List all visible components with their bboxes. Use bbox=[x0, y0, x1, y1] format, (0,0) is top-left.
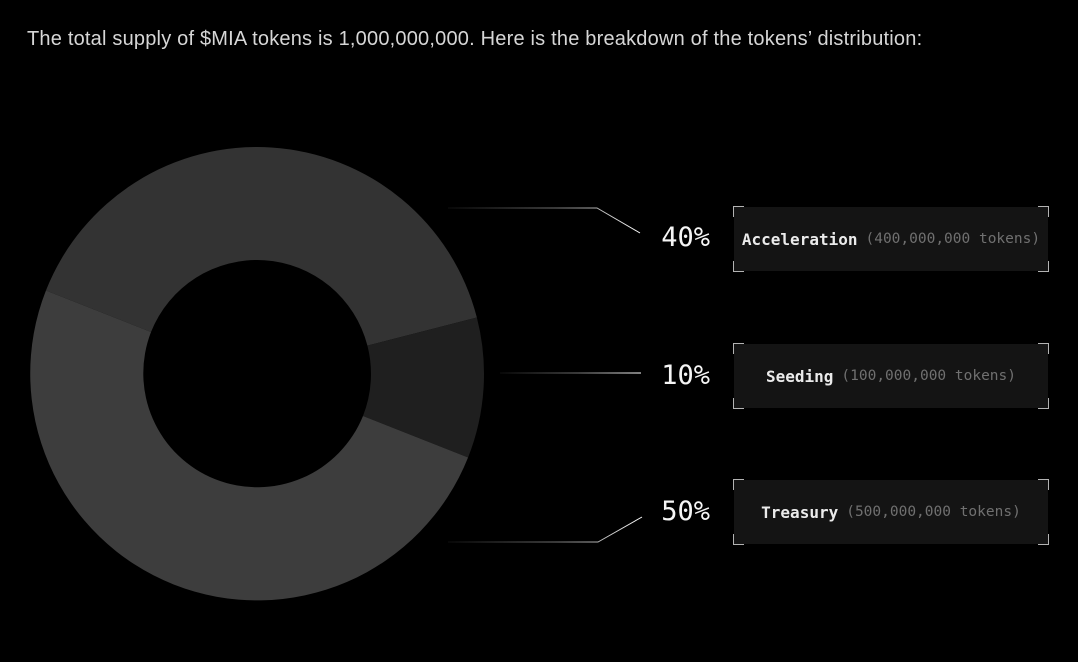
percent-label-treasury: 50% bbox=[661, 496, 710, 527]
corner-bracket-icon bbox=[1038, 206, 1049, 217]
corner-bracket-icon bbox=[1038, 534, 1049, 545]
donut-segments bbox=[30, 147, 485, 601]
pie-segment-acceleration bbox=[45, 147, 477, 346]
legend-token-count: (500,000,000 tokens) bbox=[846, 504, 1021, 520]
callout-line-treasury bbox=[448, 516, 643, 543]
percent-label-acceleration: 40% bbox=[661, 222, 710, 253]
corner-bracket-icon bbox=[733, 534, 744, 545]
legend-token-count: (400,000,000 tokens) bbox=[865, 231, 1041, 247]
corner-bracket-icon bbox=[1038, 398, 1049, 409]
legend-name: Acceleration bbox=[741, 229, 858, 249]
corner-bracket-icon bbox=[1038, 479, 1049, 490]
corner-bracket-icon bbox=[733, 479, 744, 490]
callout-line-acceleration bbox=[448, 207, 641, 234]
legend-box-treasury: Treasury (500,000,000 tokens) bbox=[733, 479, 1049, 545]
corner-bracket-icon bbox=[733, 261, 744, 272]
pie-segment-seeding bbox=[362, 317, 485, 458]
pie-segment-treasury bbox=[30, 290, 469, 601]
corner-bracket-icon bbox=[733, 343, 744, 354]
corner-bracket-icon bbox=[1038, 261, 1049, 272]
corner-bracket-icon bbox=[733, 206, 744, 217]
page-title: The total supply of $MIA tokens is 1,000… bbox=[27, 28, 923, 50]
legend-name: Treasury bbox=[761, 502, 839, 522]
corner-bracket-icon bbox=[733, 398, 744, 409]
legend-name: Seeding bbox=[765, 366, 834, 386]
legend-box-acceleration: Acceleration (400,000,000 tokens) bbox=[733, 206, 1049, 272]
percent-label-seeding: 10% bbox=[661, 360, 710, 391]
legend-box-seeding: Seeding (100,000,000 tokens) bbox=[733, 343, 1049, 409]
corner-bracket-icon bbox=[1038, 343, 1049, 354]
legend-token-count: (100,000,000 tokens) bbox=[841, 368, 1017, 384]
